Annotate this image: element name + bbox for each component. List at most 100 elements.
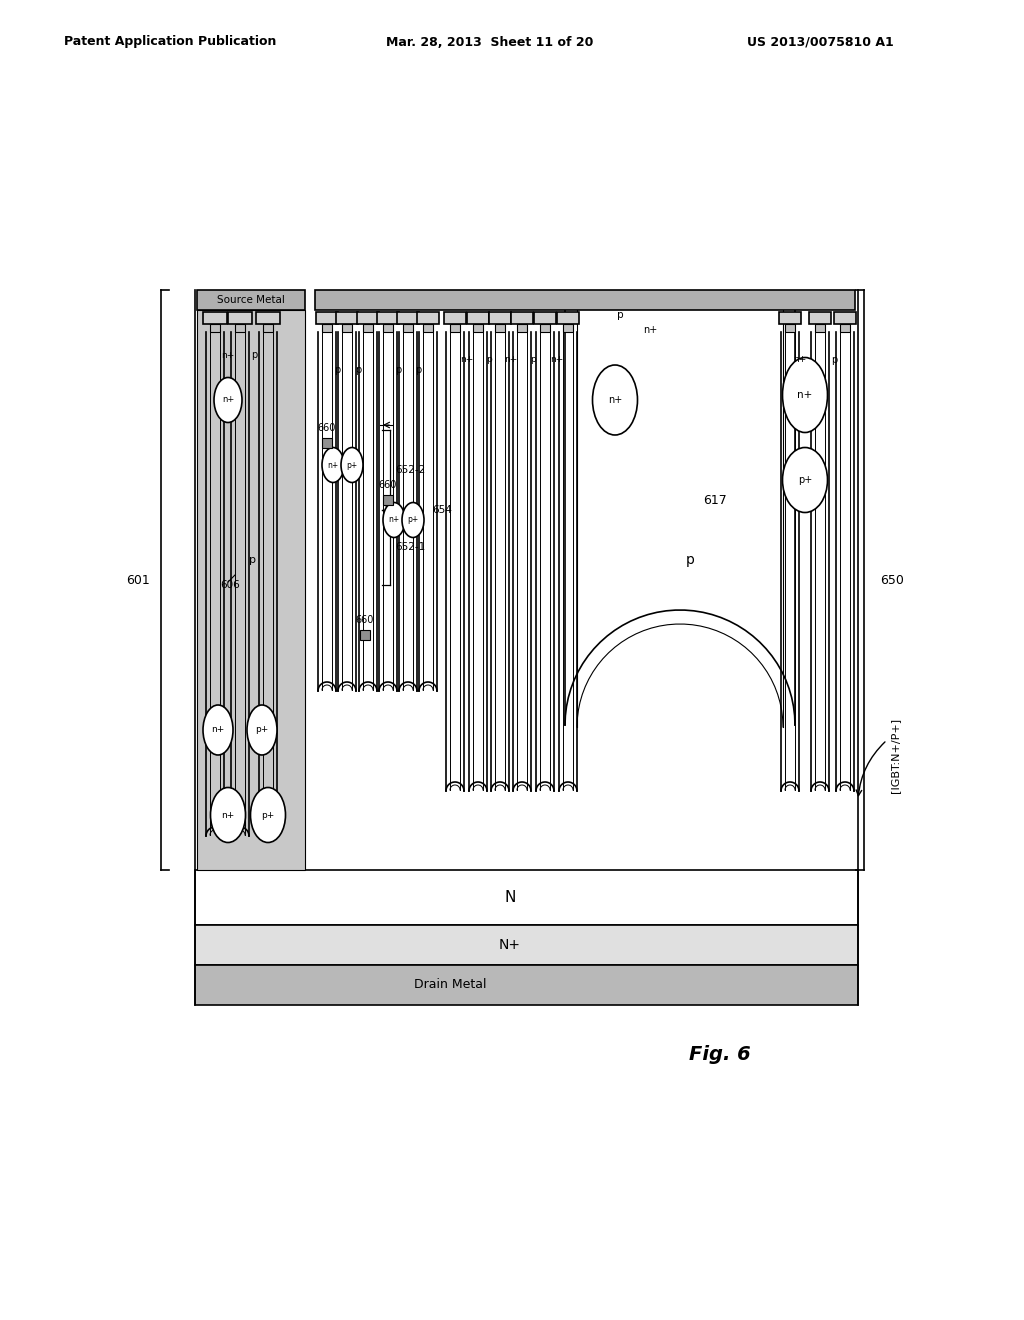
Bar	[357, 312, 379, 323]
Text: p: p	[395, 366, 401, 375]
Text: n+: n+	[643, 325, 657, 335]
Bar	[336, 312, 358, 323]
Bar	[383, 323, 393, 333]
Bar	[360, 630, 370, 640]
Text: n+: n+	[798, 389, 813, 400]
Ellipse shape	[341, 447, 362, 483]
Text: 617: 617	[703, 494, 727, 507]
Bar	[467, 312, 489, 323]
Bar	[383, 495, 393, 506]
Text: N+: N+	[499, 939, 521, 952]
Bar	[203, 312, 227, 323]
Bar	[450, 323, 460, 333]
Text: p: p	[415, 366, 421, 375]
Ellipse shape	[322, 447, 344, 483]
Bar	[840, 323, 850, 333]
Text: n+: n+	[550, 355, 563, 364]
Text: p: p	[830, 355, 838, 366]
Text: p+: p+	[408, 516, 419, 524]
Text: n+: n+	[461, 355, 474, 364]
Bar	[316, 312, 338, 323]
Text: p+: p+	[255, 726, 268, 734]
Ellipse shape	[251, 788, 286, 842]
Text: p: p	[249, 554, 256, 565]
Text: p+: p+	[346, 461, 357, 470]
Text: N: N	[504, 890, 516, 904]
Bar	[342, 323, 352, 333]
Text: 660: 660	[355, 615, 374, 624]
Bar	[256, 312, 280, 323]
Bar	[834, 312, 856, 323]
Text: n+: n+	[222, 396, 234, 404]
Ellipse shape	[214, 378, 242, 422]
Text: p+: p+	[798, 475, 812, 484]
Bar	[417, 312, 439, 323]
Bar	[534, 312, 556, 323]
Text: p: p	[616, 310, 624, 319]
Bar	[210, 323, 220, 333]
Text: n+: n+	[221, 351, 234, 359]
Bar	[779, 312, 801, 323]
Bar	[195, 965, 858, 1005]
Ellipse shape	[203, 705, 233, 755]
Bar	[557, 312, 579, 323]
Text: Mar. 28, 2013  Sheet 11 of 20: Mar. 28, 2013 Sheet 11 of 20	[386, 36, 594, 49]
Bar	[195, 925, 858, 965]
Bar	[397, 312, 419, 323]
Ellipse shape	[383, 503, 406, 537]
Text: n+: n+	[505, 355, 517, 364]
Bar	[563, 323, 573, 333]
Text: n+: n+	[211, 726, 224, 734]
Ellipse shape	[402, 503, 424, 537]
Text: n+: n+	[328, 461, 339, 470]
Bar	[517, 323, 527, 333]
Bar	[263, 323, 273, 333]
Bar	[377, 312, 399, 323]
Bar	[815, 323, 825, 333]
Bar	[403, 323, 413, 333]
Bar	[322, 323, 332, 333]
Ellipse shape	[593, 366, 638, 436]
Bar	[473, 323, 483, 333]
Text: 601: 601	[126, 573, 150, 586]
Ellipse shape	[782, 358, 827, 433]
Bar	[234, 323, 245, 333]
Bar	[511, 312, 534, 323]
Bar	[197, 310, 305, 870]
Bar	[785, 323, 795, 333]
Text: n+: n+	[388, 516, 399, 524]
Bar	[489, 312, 511, 323]
Text: Source Metal: Source Metal	[217, 294, 285, 305]
Text: [IGBT:N+/P+]: [IGBT:N+/P+]	[890, 718, 900, 792]
Text: 660: 660	[317, 422, 336, 433]
Text: US 2013/0075810 A1: US 2013/0075810 A1	[746, 36, 893, 49]
Bar	[195, 870, 858, 925]
Text: 654: 654	[432, 506, 452, 515]
Text: 650: 650	[880, 573, 904, 586]
Text: p: p	[355, 366, 361, 375]
Text: n+: n+	[794, 355, 807, 364]
Text: Fig. 6: Fig. 6	[689, 1045, 751, 1064]
Bar	[423, 323, 433, 333]
Ellipse shape	[247, 705, 278, 755]
Bar	[362, 323, 373, 333]
Text: p: p	[530, 355, 536, 364]
Bar	[495, 323, 505, 333]
Bar	[197, 290, 305, 310]
Bar	[444, 312, 466, 323]
Ellipse shape	[211, 788, 246, 842]
Bar	[809, 312, 831, 323]
Text: 606: 606	[220, 579, 240, 590]
Text: p: p	[486, 355, 492, 364]
Ellipse shape	[782, 447, 827, 512]
Bar	[322, 438, 332, 447]
Text: Patent Application Publication: Patent Application Publication	[63, 36, 276, 49]
Text: n+: n+	[221, 810, 234, 820]
Text: p+: p+	[261, 810, 274, 820]
Text: p: p	[685, 553, 694, 568]
Bar	[315, 290, 855, 310]
Bar	[540, 323, 550, 333]
Text: 652-1: 652-1	[395, 543, 425, 553]
Bar	[228, 312, 252, 323]
Text: p: p	[334, 366, 340, 375]
